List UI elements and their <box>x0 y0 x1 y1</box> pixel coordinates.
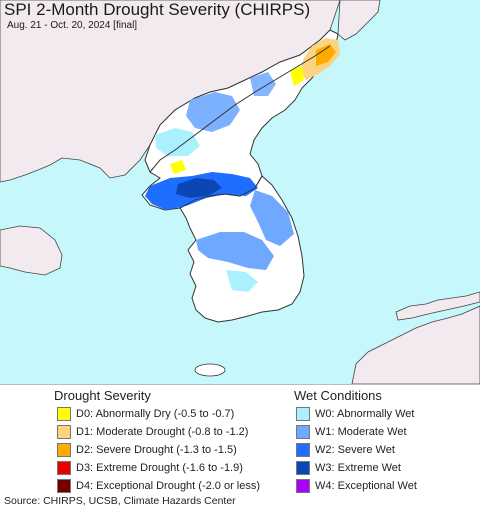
legend-divider <box>0 384 480 385</box>
russia-land <box>337 0 381 41</box>
legend-label-d1: D1: Moderate Drought (-0.8 to -1.2) <box>76 426 249 438</box>
w0-swatch <box>296 407 310 421</box>
d4-swatch <box>57 479 71 493</box>
legend-item-d1: D1: Moderate Drought (-0.8 to -1.2) <box>57 424 248 440</box>
w1-north-patch <box>186 92 240 132</box>
legend-item-w1: W1: Moderate Wet <box>296 424 407 440</box>
w1-northwest-patch <box>250 72 276 96</box>
japan-land <box>351 305 480 384</box>
legend-label-w1: W1: Moderate Wet <box>315 426 407 438</box>
jeju-island <box>194 363 226 377</box>
w3-core <box>176 178 222 198</box>
wet-legend-heading: Wet Conditions <box>294 388 382 403</box>
legend-item-d2: D2: Severe Drought (-1.3 to -1.5) <box>57 442 237 458</box>
legend-item-d3: D3: Extreme Drought (-1.6 to -1.9) <box>57 460 243 476</box>
north-korea <box>141 29 339 211</box>
map-panel: SPI 2-Month Drought Severity (CHIRPS) Au… <box>0 0 480 384</box>
legend-label-d4: D4: Exceptional Drought (-2.0 or less) <box>76 480 261 492</box>
w1-south-central <box>196 232 274 270</box>
w3-swatch <box>296 461 310 475</box>
source-credit: Source: CHIRPS, UCSB, Climate Hazards Ce… <box>4 495 236 507</box>
w1-korea-east <box>250 190 294 246</box>
legend-label-d3: D3: Extreme Drought (-1.6 to -1.9) <box>76 462 243 474</box>
d1-swatch <box>57 425 71 439</box>
japan-islands <box>395 291 480 321</box>
d0-swatch <box>57 407 71 421</box>
legend-item-d4: D4: Exceptional Drought (-2.0 or less) <box>57 478 260 494</box>
china-korea-border <box>149 45 331 173</box>
legend-item-w3: W3: Extreme Wet <box>296 460 401 476</box>
d0-central-patch <box>170 160 186 174</box>
w1-swatch <box>296 425 310 439</box>
legend-label-d0: D0: Abnormally Dry (-0.5 to -0.7) <box>76 408 235 420</box>
w0-south-central <box>226 270 258 292</box>
map-svg <box>0 0 480 384</box>
drought-legend-heading: Drought Severity <box>54 388 151 403</box>
legend-label-w2: W2: Severe Wet <box>315 444 395 456</box>
legend-item-w0: W0: Abnormally Wet <box>296 406 414 422</box>
korea-border-line <box>179 175 263 209</box>
legend-item-d0: D0: Abnormally Dry (-0.5 to -0.7) <box>57 406 234 422</box>
d2-northeast-core <box>316 44 336 66</box>
map-title: SPI 2-Month Drought Severity (CHIRPS) <box>4 0 311 19</box>
wet-conditions-overlay <box>145 72 294 292</box>
legend-item-w2: W2: Severe Wet <box>296 442 395 458</box>
china-shandong <box>0 225 63 276</box>
d2-swatch <box>57 443 71 457</box>
legend-label-w3: W3: Extreme Wet <box>315 462 401 474</box>
drought-overlay <box>170 38 340 174</box>
legend-item-w4: W4: Exceptional Wet <box>296 478 417 494</box>
legend-panel: Drought Severity Wet Conditions D0: Abno… <box>0 386 480 493</box>
w0-north-patch <box>155 128 200 156</box>
d3-swatch <box>57 461 71 475</box>
w4-swatch <box>296 479 310 493</box>
d0-northeast-patch <box>290 66 304 86</box>
legend-label-w0: W0: Abnormally Wet <box>315 408 415 420</box>
legend-label-w4: W4: Exceptional Wet <box>315 480 417 492</box>
legend-label-d2: D2: Severe Drought (-1.3 to -1.5) <box>76 444 237 456</box>
w2-swatch <box>296 443 310 457</box>
map-subtitle: Aug. 21 - Oct. 20, 2024 [final] <box>7 20 138 31</box>
